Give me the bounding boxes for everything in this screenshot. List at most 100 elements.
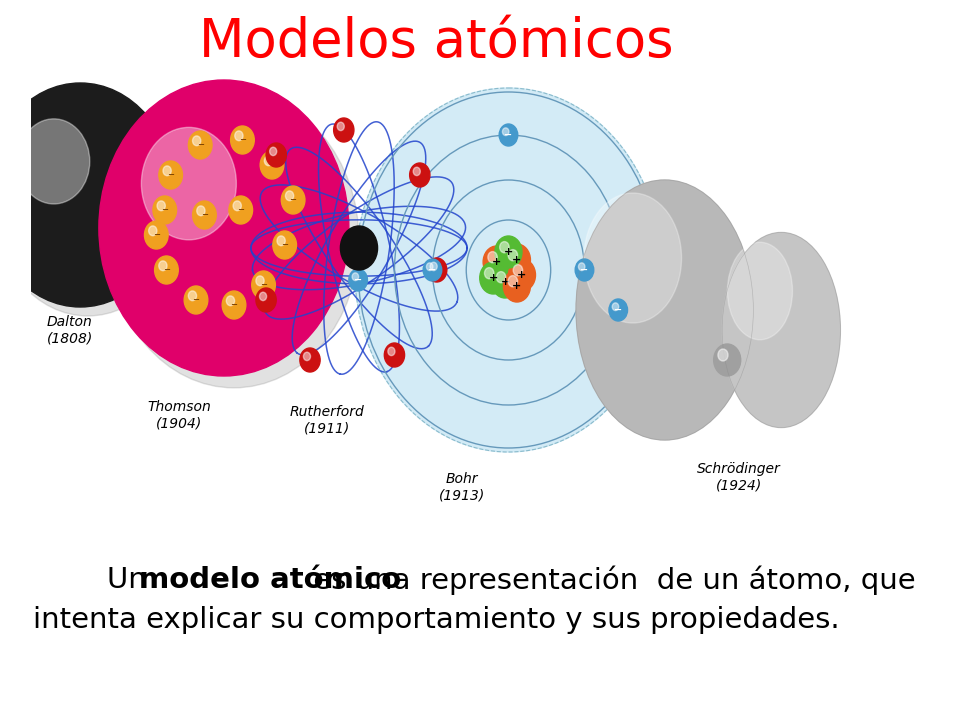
Text: −: − [193, 295, 200, 305]
Circle shape [157, 201, 165, 211]
Circle shape [277, 236, 285, 246]
Text: −: − [163, 266, 170, 274]
Circle shape [337, 122, 345, 130]
Text: −: − [239, 135, 246, 145]
Circle shape [508, 276, 517, 287]
Text: Dalton
(1808): Dalton (1808) [46, 315, 93, 345]
Circle shape [503, 270, 531, 302]
Circle shape [153, 196, 177, 224]
Circle shape [149, 226, 156, 235]
Circle shape [426, 263, 433, 271]
Circle shape [18, 119, 89, 204]
Text: Schrödinger
(1924): Schrödinger (1924) [697, 462, 780, 492]
Text: −: − [269, 161, 276, 169]
Circle shape [499, 124, 517, 146]
Circle shape [141, 127, 236, 240]
Text: es una representación  de un átomo, que: es una representación de un átomo, que [304, 565, 916, 595]
Circle shape [158, 261, 167, 271]
Circle shape [252, 271, 276, 299]
Circle shape [233, 201, 241, 211]
Text: −: − [161, 205, 168, 215]
Circle shape [384, 343, 404, 367]
Circle shape [413, 167, 420, 176]
Circle shape [509, 259, 536, 291]
Circle shape [281, 186, 305, 214]
Text: −: − [290, 196, 297, 204]
Text: +: + [492, 257, 501, 267]
Circle shape [423, 259, 442, 281]
Text: +: + [513, 281, 521, 291]
Text: −: − [153, 230, 159, 240]
Text: −: − [230, 300, 237, 310]
Circle shape [483, 246, 510, 278]
Circle shape [230, 126, 254, 154]
Ellipse shape [728, 242, 792, 340]
Circle shape [260, 151, 284, 179]
Circle shape [514, 264, 522, 276]
Circle shape [0, 92, 182, 316]
Text: −: − [197, 140, 204, 150]
Text: Un: Un [108, 566, 156, 594]
Circle shape [352, 273, 359, 281]
Circle shape [193, 201, 216, 229]
Ellipse shape [722, 233, 840, 428]
Circle shape [488, 251, 497, 263]
Circle shape [485, 268, 494, 279]
Text: −: − [354, 275, 362, 285]
Text: −: − [260, 281, 267, 289]
Circle shape [612, 303, 618, 310]
Circle shape [188, 131, 212, 159]
Circle shape [500, 242, 509, 253]
Circle shape [426, 258, 446, 282]
Text: −: − [614, 305, 622, 315]
Circle shape [256, 276, 264, 286]
Circle shape [502, 128, 509, 135]
Text: Rutherford
(1911): Rutherford (1911) [290, 405, 364, 435]
Circle shape [222, 291, 246, 319]
Circle shape [99, 80, 348, 376]
Circle shape [480, 262, 507, 294]
Circle shape [0, 83, 175, 307]
Ellipse shape [576, 180, 754, 440]
Circle shape [496, 271, 506, 283]
Circle shape [193, 136, 201, 145]
Circle shape [273, 231, 297, 259]
Text: +: + [517, 270, 527, 280]
Circle shape [492, 266, 518, 298]
Circle shape [158, 161, 182, 189]
Circle shape [256, 288, 276, 312]
Text: +: + [500, 277, 510, 287]
Text: modelo atómico: modelo atómico [139, 566, 401, 594]
Circle shape [503, 244, 531, 276]
Circle shape [355, 88, 662, 452]
Text: Thomson
(1904): Thomson (1904) [147, 400, 211, 431]
Circle shape [718, 349, 728, 361]
Circle shape [227, 296, 234, 306]
Text: −: − [167, 171, 174, 179]
Circle shape [259, 292, 267, 301]
Text: Modelos atómicos: Modelos atómicos [200, 16, 674, 68]
Circle shape [144, 221, 168, 249]
Circle shape [410, 163, 430, 187]
Circle shape [579, 263, 585, 271]
Circle shape [348, 269, 368, 291]
Text: +: + [513, 255, 521, 265]
Text: +: + [504, 247, 513, 257]
Circle shape [285, 191, 294, 201]
Text: −: − [281, 240, 288, 250]
Text: −: − [504, 130, 513, 140]
Circle shape [184, 286, 207, 314]
Circle shape [609, 299, 628, 321]
Circle shape [108, 92, 359, 388]
Circle shape [508, 250, 517, 261]
Circle shape [303, 352, 310, 361]
Text: −: − [237, 205, 244, 215]
Text: +: + [489, 273, 498, 283]
Circle shape [188, 291, 197, 301]
Ellipse shape [584, 193, 682, 323]
Circle shape [495, 236, 522, 268]
Text: −: − [581, 265, 588, 275]
Circle shape [270, 147, 276, 156]
Circle shape [228, 196, 252, 224]
Text: Bohr
(1913): Bohr (1913) [439, 472, 485, 503]
